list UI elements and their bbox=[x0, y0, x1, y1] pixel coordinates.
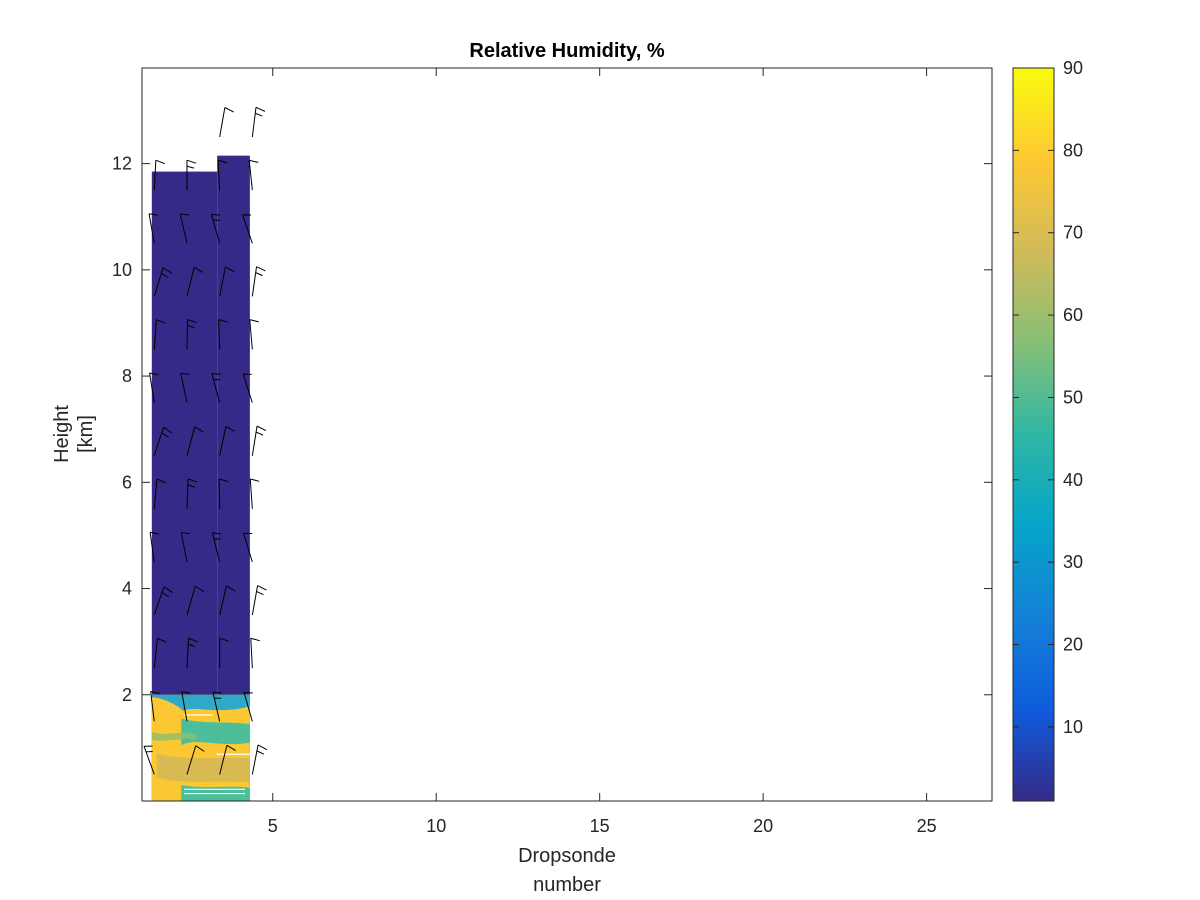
wind-barb-38 bbox=[251, 744, 268, 775]
y-axis-label-line-1: Height bbox=[51, 405, 73, 463]
wind-barb-24 bbox=[186, 159, 197, 191]
wind-barb-22 bbox=[186, 266, 204, 297]
colorbar-tick-label-10: 10 bbox=[1063, 717, 1083, 737]
wind-barb-12 bbox=[153, 159, 166, 191]
colorbar-tick-label-50: 50 bbox=[1063, 387, 1083, 407]
colorbar-tick-label-40: 40 bbox=[1063, 470, 1083, 490]
wind-barb-17 bbox=[180, 532, 191, 563]
y-tick-label-8: 8 bbox=[122, 366, 132, 386]
y-axis-ticks: 2 4 6 8 10 12 bbox=[112, 154, 992, 705]
y-tick-label-12: 12 bbox=[112, 154, 132, 174]
x-axis-label-line-1: Dropsonde bbox=[518, 845, 616, 867]
colorbar-ticks: 10 20 30 40 50 60 70 80 90 bbox=[1013, 58, 1083, 737]
wind-barb-4 bbox=[153, 586, 173, 616]
wind-barb-40 bbox=[250, 637, 260, 669]
wind-barb-25 bbox=[219, 744, 236, 775]
chart-title: Relative Humidity, % bbox=[469, 40, 664, 62]
wind-barb-7 bbox=[153, 426, 173, 456]
plot-frame bbox=[141, 67, 993, 802]
wind-barbs bbox=[143, 106, 268, 775]
wind-barb-31 bbox=[219, 425, 235, 456]
wind-barb-48 bbox=[242, 214, 253, 244]
wind-barb-36 bbox=[217, 159, 228, 191]
wind-barb-13 bbox=[186, 745, 205, 775]
wind-barb-39 bbox=[243, 691, 253, 722]
wind-barb-1 bbox=[143, 745, 155, 775]
wind-barb-28 bbox=[219, 585, 236, 616]
wind-barb-44 bbox=[251, 425, 267, 456]
colorbar-tick-label-20: 20 bbox=[1063, 635, 1083, 655]
x-tick-label-15: 15 bbox=[590, 816, 610, 836]
wind-barb-10 bbox=[153, 267, 172, 297]
wind-barb-19 bbox=[186, 426, 204, 456]
wind-barb-49 bbox=[248, 159, 259, 191]
x-tick-label-25: 25 bbox=[917, 816, 937, 836]
wind-barb-30 bbox=[218, 478, 229, 509]
x-axis-label-line-2: number bbox=[533, 874, 601, 896]
wind-barb-8 bbox=[149, 372, 159, 403]
x-axis-ticks: 5 10 15 20 25 bbox=[268, 68, 937, 836]
humidity-field bbox=[151, 155, 250, 801]
wind-barb-34 bbox=[219, 266, 235, 297]
wind-barb-27 bbox=[219, 637, 229, 669]
y-tick-label-10: 10 bbox=[112, 260, 132, 280]
wind-barb-47 bbox=[251, 266, 266, 297]
wind-barb-5 bbox=[149, 531, 160, 563]
wind-barb-37 bbox=[219, 107, 234, 138]
colorbar-tick-label-80: 80 bbox=[1063, 140, 1083, 160]
x-tick-label-20: 20 bbox=[753, 816, 773, 836]
wind-barb-41 bbox=[251, 585, 267, 616]
y-tick-label-2: 2 bbox=[122, 685, 132, 705]
plot-area-background bbox=[142, 68, 992, 801]
wind-barb-6 bbox=[153, 478, 167, 509]
wind-barb-21 bbox=[186, 319, 197, 350]
wind-barb-16 bbox=[186, 585, 205, 616]
wind-barb-46 bbox=[249, 319, 259, 350]
wind-barb-23 bbox=[179, 213, 190, 244]
colorbar-tick-label-30: 30 bbox=[1063, 552, 1083, 572]
wind-barb-11 bbox=[148, 213, 159, 244]
wind-barb-50 bbox=[251, 106, 266, 138]
colorbar-tick-label-90: 90 bbox=[1063, 58, 1083, 78]
colorbar-frame bbox=[1012, 67, 1055, 802]
wind-barb-20 bbox=[180, 372, 190, 403]
wind-barb-9 bbox=[153, 319, 166, 350]
wind-barb-45 bbox=[242, 373, 253, 403]
wind-barb-29 bbox=[211, 532, 222, 563]
x-tick-label-5: 5 bbox=[268, 816, 278, 836]
mid-humid-region bbox=[156, 753, 250, 783]
wind-barb-18 bbox=[186, 478, 198, 509]
wind-barb-3 bbox=[153, 637, 167, 669]
x-tick-label-10: 10 bbox=[426, 816, 446, 836]
wind-barb-32 bbox=[211, 373, 221, 403]
wind-barb-35 bbox=[210, 213, 221, 244]
y-axis-label: Height [km] bbox=[51, 405, 97, 463]
wind-barb-33 bbox=[218, 319, 228, 350]
wind-barb-15 bbox=[186, 637, 198, 669]
accent-band bbox=[151, 731, 196, 741]
colorbar-tick-label-60: 60 bbox=[1063, 305, 1083, 325]
wind-barb-43 bbox=[249, 478, 260, 509]
wind-barb-42 bbox=[243, 532, 253, 563]
y-tick-label-4: 4 bbox=[122, 579, 132, 599]
humid-band-upper bbox=[181, 718, 250, 746]
y-tick-label-6: 6 bbox=[122, 472, 132, 492]
colorbar-tick-label-70: 70 bbox=[1063, 223, 1083, 243]
y-axis-label-line-2: [km] bbox=[75, 415, 97, 453]
moist-boundary-layer bbox=[151, 694, 250, 801]
dry-moist-transition bbox=[151, 694, 250, 711]
wind-barb-14 bbox=[181, 691, 191, 722]
wind-barb-2 bbox=[150, 691, 160, 722]
wind-barb-26 bbox=[212, 691, 222, 722]
colorbar bbox=[1013, 68, 1054, 801]
